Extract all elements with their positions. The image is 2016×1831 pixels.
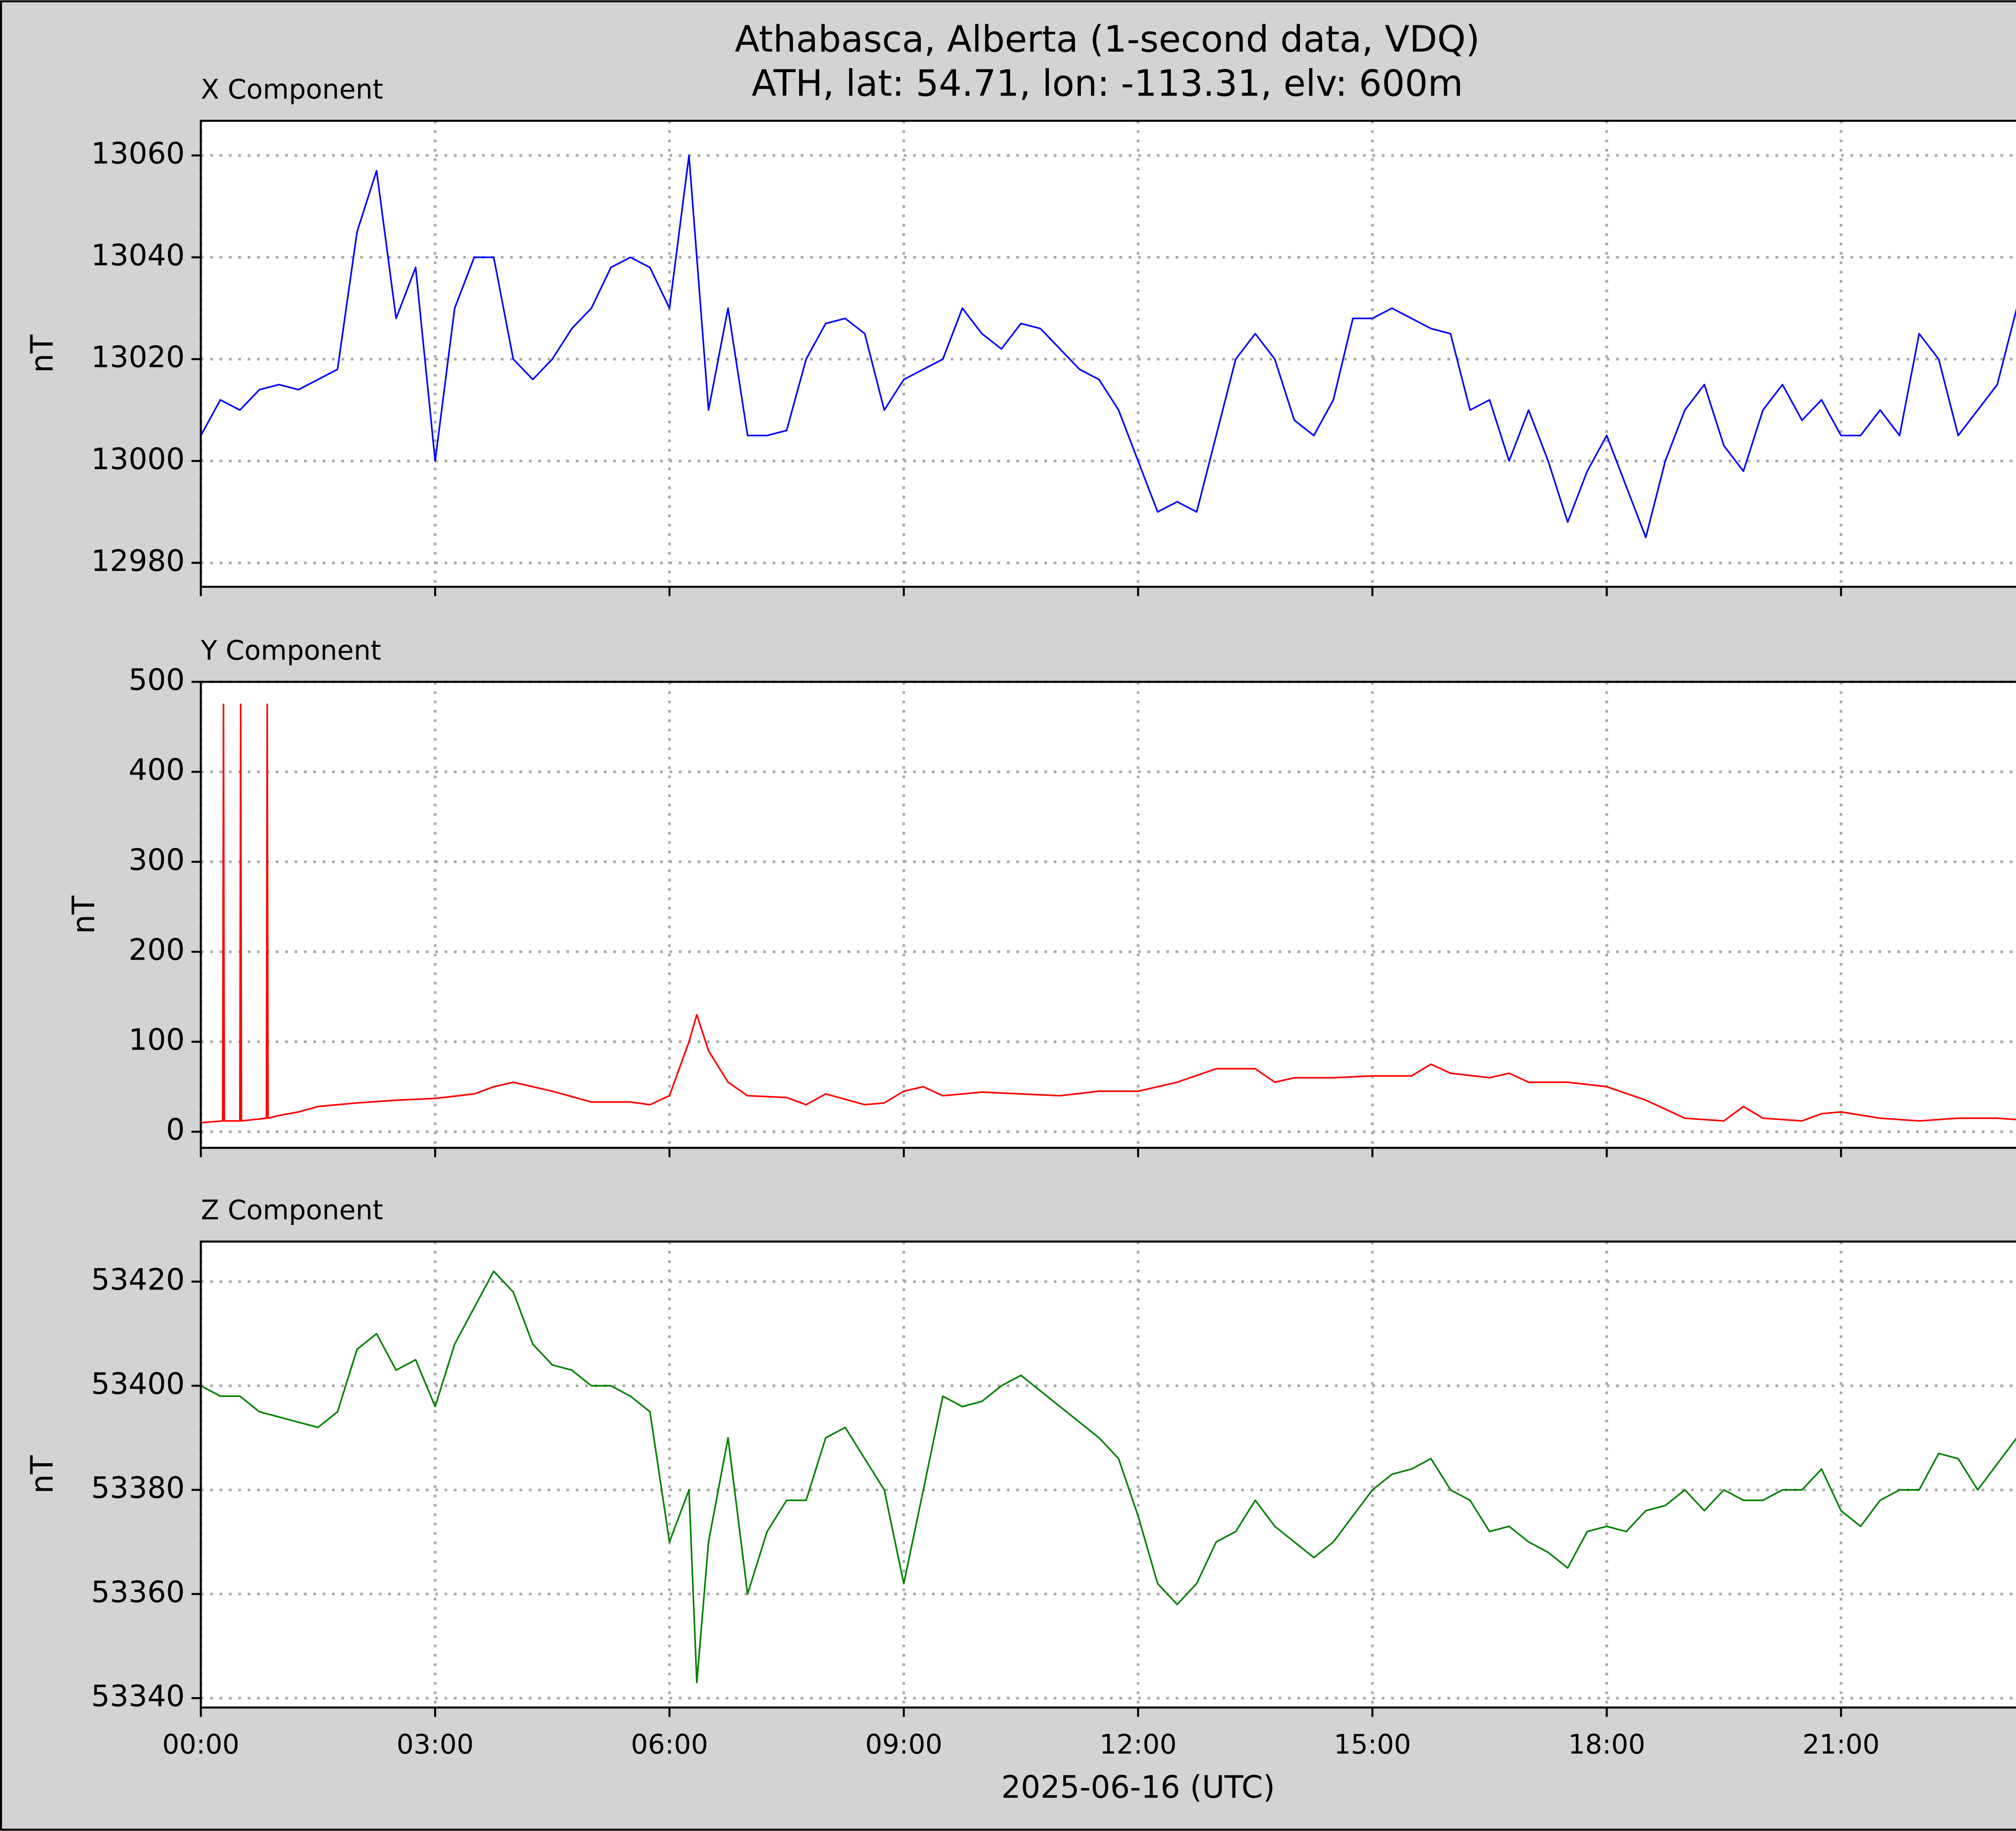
data-line <box>200 154 2016 538</box>
x-axis-label: 2025-06-16 (UTC) <box>1001 1769 1275 1805</box>
y-axis-label: nT <box>25 1455 60 1494</box>
y-tick-label: 13020 <box>91 340 185 375</box>
y-tick-label: 12980 <box>91 544 185 578</box>
x-tick-label: 09:00 <box>865 1729 942 1760</box>
y-tick-label: 13040 <box>91 238 185 273</box>
x-tick-label: 12:00 <box>1100 1729 1177 1760</box>
y-tick-label: 100 <box>129 1023 185 1057</box>
x-tick-label: 03:00 <box>397 1729 474 1760</box>
y-tick-label: 200 <box>129 933 185 967</box>
y-tick-label: 13000 <box>91 442 185 476</box>
y-tick-label: 400 <box>129 753 185 787</box>
x-tick-label: 00:00 <box>162 1729 239 1760</box>
x-tick-label: 18:00 <box>1568 1729 1645 1760</box>
axes-frame <box>200 120 2016 588</box>
y-tick-label: 53400 <box>91 1367 185 1401</box>
panel-title: Z Component <box>201 1194 383 1226</box>
y-tick-label: 53340 <box>91 1679 185 1714</box>
axes-frame <box>200 681 2016 1149</box>
y-tick-label: 53420 <box>91 1263 185 1297</box>
panel-title: X Component <box>201 74 383 105</box>
figure-title: Athabasca, Alberta (1-second data, VDQ) <box>735 19 1480 60</box>
axes-frame <box>200 1240 2016 1709</box>
data-line <box>200 1270 2016 1683</box>
y-tick-label: 0 <box>166 1113 185 1147</box>
data-line <box>200 703 2016 1124</box>
y-axis-label: nT <box>25 335 60 373</box>
plot-area <box>201 121 2016 587</box>
y-tick-label: 500 <box>129 663 185 697</box>
y-axis-label: nT <box>66 896 102 934</box>
x-tick-label: 06:00 <box>631 1729 708 1760</box>
x-tick-label: 15:00 <box>1334 1729 1411 1760</box>
y-tick-label: 53360 <box>91 1575 185 1609</box>
x-tick-label: 21:00 <box>1802 1729 1879 1760</box>
y-tick-label: 300 <box>129 843 185 877</box>
y-tick-label: 13060 <box>91 137 185 171</box>
plot-area <box>201 682 2016 1148</box>
figure-subtitle: ATH, lat: 54.71, lon: -113.31, elv: 600m <box>752 63 1463 105</box>
plot-area <box>201 1241 2016 1708</box>
panel-title: Y Component <box>200 635 381 666</box>
y-tick-label: 53380 <box>91 1471 185 1505</box>
